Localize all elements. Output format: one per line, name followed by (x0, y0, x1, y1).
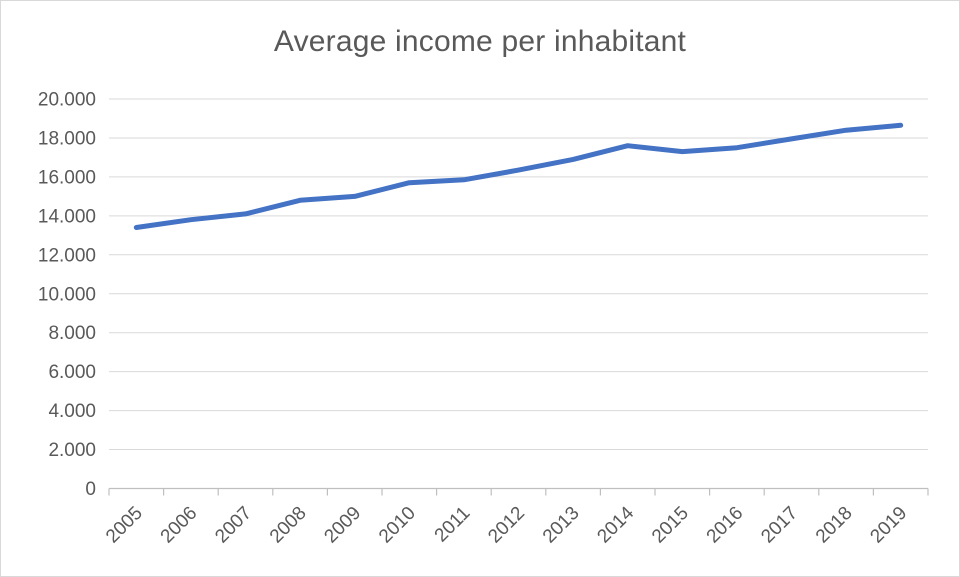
y-axis-tick-label: 0 (85, 479, 96, 500)
y-axis-tick-label: 14.000 (38, 206, 96, 227)
y-axis-tick-label: 6.000 (48, 362, 96, 383)
x-axis-tick-label: 2016 (703, 503, 748, 548)
x-axis-tick-label: 2010 (375, 503, 420, 548)
y-axis-tick-label: 8.000 (48, 323, 96, 344)
x-axis-tick-label: 2018 (812, 503, 857, 548)
x-axis-tick-label: 2019 (866, 503, 911, 548)
y-axis-tick-label: 20.000 (38, 90, 96, 111)
y-axis-tick-label: 18.000 (38, 128, 96, 149)
x-axis-tick-label: 2014 (593, 502, 638, 547)
x-axis-tick-label: 2011 (431, 503, 475, 547)
x-axis-tick-label: 2017 (757, 503, 802, 548)
y-axis-tick-label: 16.000 (38, 167, 96, 188)
x-axis-tick-label: 2008 (266, 503, 311, 548)
x-axis-tick-label: 2013 (539, 503, 584, 548)
chart-title: Average income per inhabitant (273, 25, 687, 58)
x-axis-tick-label: 2007 (211, 503, 256, 548)
income-line-series (133, 122, 904, 230)
y-axis-tick-label: 4.000 (48, 401, 96, 422)
y-axis-tick-label: 10.000 (38, 284, 96, 305)
x-axis-tick-label: 2006 (157, 503, 202, 548)
x-axis-tick-label: 2015 (648, 503, 693, 548)
y-axis-tick-label: 2.000 (48, 440, 96, 461)
x-axis-tick-label: 2005 (102, 503, 147, 548)
x-axis-tick-label: 2012 (484, 503, 529, 548)
x-axis-tick-label: 2009 (320, 503, 365, 548)
y-axis-tick-label: 12.000 (38, 245, 96, 266)
